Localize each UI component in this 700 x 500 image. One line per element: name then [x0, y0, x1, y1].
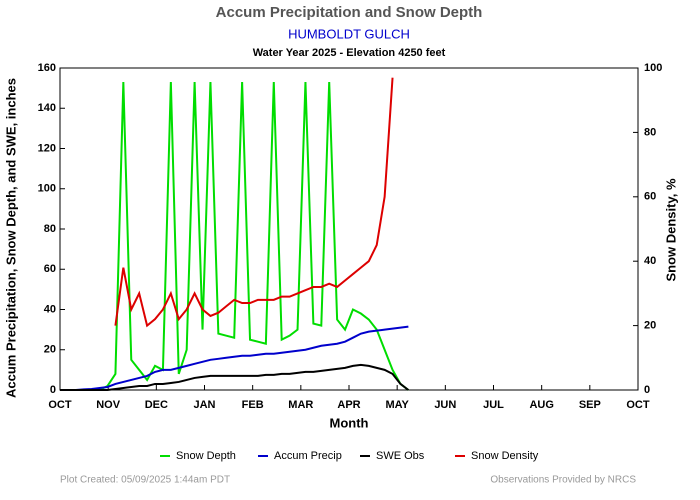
x-tick-label: JAN	[193, 399, 215, 411]
x-axis-label: Month	[330, 415, 369, 430]
series-line	[60, 325, 409, 391]
x-tick-label: MAY	[385, 399, 409, 411]
legend-label: Snow Density	[471, 450, 539, 462]
y-tick-label: 40	[44, 303, 56, 315]
y-tick-label: 0	[50, 384, 56, 396]
x-tick-label: OCT	[626, 399, 650, 411]
x-tick-label: FEB	[242, 399, 264, 411]
y2-tick-label: 40	[644, 255, 656, 267]
y-axis-label: Accum Precipitation, Snow Depth, and SWE…	[3, 78, 18, 398]
y2-tick-label: 0	[644, 384, 650, 396]
legend-label: SWE Obs	[376, 450, 425, 462]
chart-title: Accum Precipitation and Snow Depth	[216, 4, 483, 21]
y2-tick-label: 60	[644, 191, 656, 203]
y-tick-label: 140	[38, 102, 56, 114]
y-tick-label: 80	[44, 223, 56, 235]
x-tick-label: MAR	[288, 399, 313, 411]
legend-label: Snow Depth	[176, 450, 236, 462]
chart-subtitle: Water Year 2025 - Elevation 4250 feet	[253, 47, 446, 59]
series-line	[114, 77, 394, 328]
x-tick-label: APR	[337, 399, 360, 411]
x-tick-label: SEP	[579, 399, 601, 411]
series-line	[60, 82, 409, 391]
y2-tick-label: 80	[644, 126, 656, 138]
y-tick-label: 20	[44, 344, 56, 356]
x-tick-label: AUG	[529, 399, 553, 411]
y-tick-label: 120	[38, 142, 56, 154]
chart-subtitle: HUMBOLDT GULCH	[288, 26, 410, 41]
x-tick-label: OCT	[48, 399, 72, 411]
y2-axis-label: Snow Density, %	[663, 178, 678, 281]
footer: Plot Created: 05/09/2025 1:44am PDT	[60, 475, 230, 486]
legend-label: Accum Precip	[274, 450, 342, 462]
x-tick-label: JUN	[434, 399, 456, 411]
x-tick-label: DEC	[145, 399, 168, 411]
y2-tick-label: 20	[644, 320, 656, 332]
y-tick-label: 60	[44, 263, 56, 275]
series-line	[60, 363, 409, 391]
footer: Observations Provided by NRCS	[490, 475, 636, 486]
y-tick-label: 100	[38, 183, 56, 195]
y2-tick-label: 100	[644, 62, 662, 74]
y-tick-label: 160	[38, 62, 56, 74]
x-tick-label: NOV	[96, 399, 121, 411]
x-tick-label: JUL	[483, 399, 504, 411]
